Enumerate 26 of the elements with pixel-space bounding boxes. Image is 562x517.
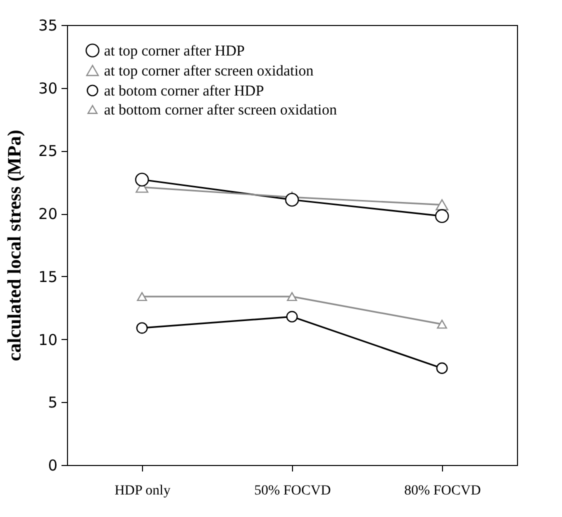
- legend-label: at bottom corner after screen oxidation: [104, 102, 338, 118]
- point: [285, 192, 299, 207]
- legend-label: at botom corner after HDP: [104, 84, 264, 100]
- point: [436, 320, 448, 329]
- point: [286, 310, 298, 322]
- x-tick-label: HDP only: [114, 484, 170, 498]
- y-axis-title: calculated local stress (MPa): [4, 130, 26, 362]
- x-tick-label: 50% FOCVD: [254, 484, 331, 498]
- point: [286, 292, 298, 302]
- point: [136, 322, 148, 334]
- point: [436, 199, 448, 210]
- x-tick-label: 80% FOCVD: [404, 484, 481, 498]
- y-tick-label: 25: [38, 142, 58, 160]
- y-tick-label: 15: [38, 268, 58, 286]
- legend-label: at top corner after screen oxidation: [104, 64, 314, 80]
- y-tick-label: 35: [38, 16, 58, 34]
- y-tick-label: 0: [48, 456, 58, 474]
- point: [435, 209, 449, 223]
- point: [436, 362, 448, 374]
- y-tick-label: 10: [38, 330, 58, 349]
- y-tick-label: 5: [48, 394, 58, 412]
- point: [136, 292, 148, 302]
- y-tick-label: 20: [38, 205, 58, 224]
- point: [135, 172, 149, 187]
- y-tick-label: 30: [38, 79, 58, 98]
- legend-label: at top corner after HDP: [104, 44, 245, 60]
